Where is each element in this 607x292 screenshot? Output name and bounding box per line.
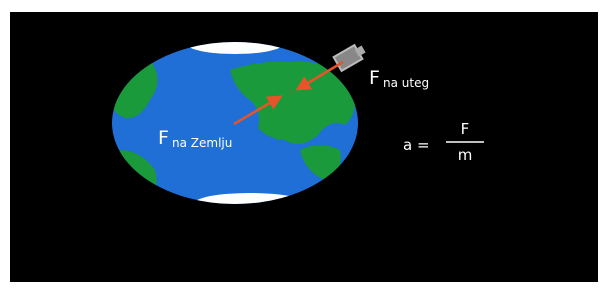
slide: F na uteg F na Zemlju a = F m — [0, 0, 607, 292]
formula-denominator: m — [458, 146, 473, 164]
force-symbol: F — [158, 127, 169, 149]
formula-lhs: a = — [403, 136, 430, 154]
formula-numerator: F — [461, 120, 470, 138]
force-symbol: F — [369, 67, 380, 89]
force-subscript: na Zemlju — [172, 136, 232, 150]
force-subscript: na uteg — [383, 76, 429, 90]
